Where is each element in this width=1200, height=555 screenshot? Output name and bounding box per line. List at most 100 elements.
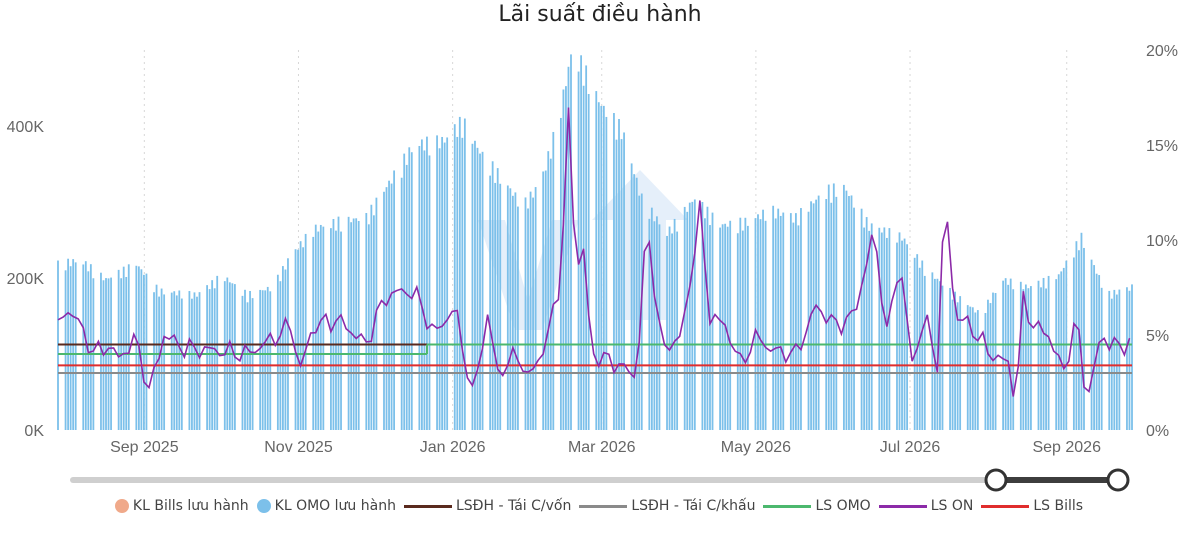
- omo-bar: [1042, 277, 1045, 430]
- omo-bar: [916, 254, 919, 430]
- y-right-tick-label: 10%: [1146, 233, 1178, 250]
- omo-bar: [499, 183, 502, 430]
- omo-bar: [423, 150, 426, 430]
- y-left-tick-label: 200K: [7, 271, 45, 288]
- omo-bar: [370, 204, 373, 430]
- omo-bar: [463, 118, 466, 430]
- omo-bar: [317, 231, 320, 430]
- omo-bar: [319, 224, 322, 430]
- omo-bar: [832, 183, 835, 430]
- omo-bar: [436, 135, 438, 431]
- omo-bar: [405, 164, 408, 431]
- omo-bar: [84, 261, 87, 430]
- omo-bar: [458, 116, 461, 431]
- omo-bar: [135, 265, 138, 430]
- omo-bar: [517, 206, 519, 430]
- omo-bar: [365, 213, 368, 430]
- omo-bar: [1128, 290, 1131, 430]
- omo-bar: [1012, 289, 1015, 430]
- omo-bar: [777, 208, 780, 430]
- x-tick-label: Mar 2026: [568, 439, 636, 456]
- omo-bar: [605, 116, 608, 430]
- omo-bar: [1113, 289, 1116, 430]
- chart-title: Lãi suất điều hành: [498, 2, 702, 27]
- omo-bar: [193, 292, 196, 430]
- omo-bar: [155, 284, 158, 430]
- legend: KL Bills lưu hành KL OMO lưu hành LSĐH - T…: [0, 498, 1200, 514]
- y-right-tick-label: 5%: [1146, 328, 1169, 345]
- omo-bar: [843, 184, 845, 430]
- omo-bar: [800, 208, 802, 430]
- omo-bar: [994, 293, 997, 430]
- legend-line-marker: [878, 504, 927, 508]
- omo-bar: [1002, 280, 1005, 430]
- omo-bar: [1030, 286, 1032, 430]
- slider-end-handle[interactable]: [1106, 468, 1130, 492]
- omo-bar: [640, 193, 643, 430]
- legend-label: LS OMO: [815, 498, 871, 514]
- omo-bar: [597, 102, 600, 430]
- legend-item[interactable]: KL OMO lưu hành: [256, 498, 396, 514]
- omo-bar: [898, 232, 901, 430]
- omo-bar: [264, 290, 267, 430]
- omo-bar: [241, 295, 244, 430]
- omo-bar: [1098, 275, 1101, 430]
- omo-bar: [400, 177, 403, 430]
- omo-bar: [393, 170, 395, 430]
- omo-bar: [388, 180, 390, 430]
- omo-bar: [959, 296, 962, 430]
- omo-bar: [282, 266, 284, 430]
- omo-bar: [901, 240, 903, 430]
- omo-bar: [542, 171, 545, 430]
- omo-bar: [153, 292, 155, 430]
- omo-bar: [744, 217, 747, 430]
- omo-bar: [939, 281, 941, 430]
- legend-item[interactable]: LS OMO: [763, 498, 871, 514]
- omo-bar: [1057, 274, 1060, 430]
- y-left-tick-label: 400K: [7, 119, 45, 136]
- omo-bar: [145, 273, 148, 430]
- omo-bar: [456, 136, 459, 430]
- omo-bar: [757, 214, 759, 430]
- legend-line-marker: [981, 504, 1030, 508]
- omo-bar: [322, 226, 325, 430]
- omo-bar: [355, 218, 358, 430]
- legend-label: LSĐH - Tái C/vốn: [455, 498, 572, 514]
- omo-bar: [688, 202, 691, 430]
- x-axis: Sep 2025 Nov 2025 Jan 2026 Mar 2026 May 2026…: [110, 439, 1101, 456]
- omo-bar: [853, 207, 855, 430]
- legend-item[interactable]: LS ON: [878, 498, 973, 514]
- omo-bar: [562, 89, 565, 431]
- omo-bar: [552, 131, 555, 430]
- omo-bar: [739, 217, 742, 430]
- legend-line-marker: [763, 504, 812, 508]
- omo-bar: [127, 264, 130, 430]
- omo-bar: [903, 238, 906, 430]
- legend-item[interactable]: LSĐH - Tái C/vốn: [403, 498, 572, 514]
- omo-bar: [888, 228, 891, 430]
- legend-item[interactable]: KL Bills lưu hành: [114, 498, 249, 514]
- omo-bar: [595, 91, 598, 431]
- omo-bar: [180, 298, 183, 430]
- omo-bar: [335, 230, 337, 430]
- omo-bar: [969, 306, 972, 430]
- omo-bar: [471, 143, 474, 430]
- omo-bar: [1108, 290, 1111, 430]
- legend-item[interactable]: LSĐH - Tái C/khấu: [579, 498, 755, 514]
- range-slider[interactable]: [70, 468, 1130, 492]
- omo-bar: [630, 163, 633, 430]
- omo-bar: [729, 220, 732, 430]
- omo-bar: [711, 212, 714, 430]
- legend-item[interactable]: LS Bills: [981, 498, 1083, 514]
- omo-bar: [390, 183, 393, 430]
- omo-bar: [514, 192, 517, 430]
- y-axis-left: 0K 200K 400K: [7, 119, 45, 440]
- omo-bar: [759, 219, 762, 430]
- omo-bar: [815, 199, 818, 430]
- omo-bar: [446, 137, 449, 430]
- omo-bar: [509, 188, 512, 430]
- omo-bar: [984, 312, 987, 430]
- slider-start-handle[interactable]: [984, 468, 1008, 492]
- y-left-tick-label: 0K: [24, 423, 44, 440]
- omo-bar: [160, 288, 163, 430]
